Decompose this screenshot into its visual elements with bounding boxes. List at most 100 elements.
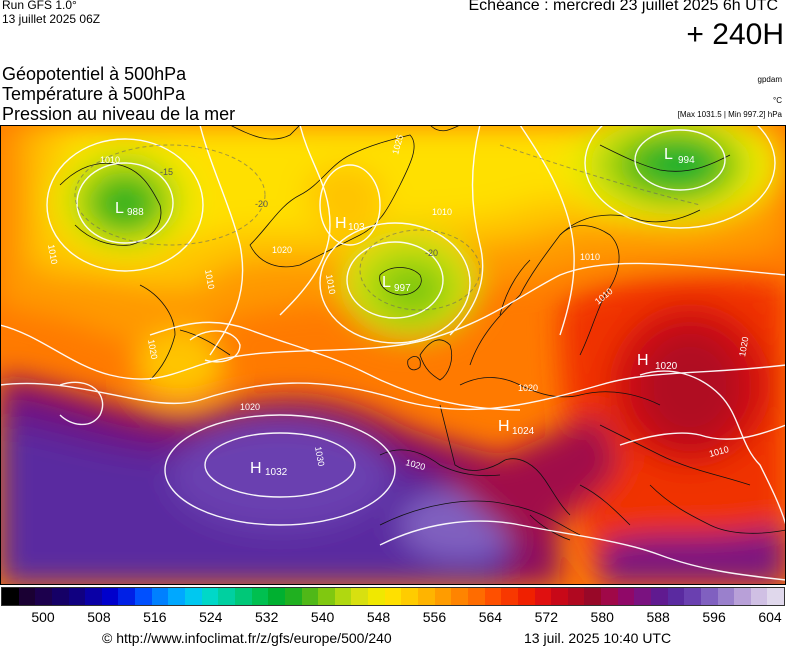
colorbar-tick-label: 556 — [422, 609, 447, 625]
title-pressure: Pression au niveau de la mer — [2, 104, 236, 124]
colorbar-swatch — [534, 588, 552, 605]
run-date: 13 juillet 2025 06Z — [2, 12, 101, 26]
high-center-label: H — [250, 460, 262, 477]
unit-temperature: °C — [773, 96, 782, 105]
isobar-label: 1010 — [46, 244, 59, 265]
copyright-link[interactable]: © http://www.infoclimat.fr/z/gfs/europe/… — [102, 630, 392, 646]
isotherms — [74, 144, 701, 311]
colorbar-tick-label: 516 — [143, 609, 167, 625]
colorbar-swatch — [51, 588, 69, 605]
colorbar-tick-label: 572 — [534, 609, 558, 625]
isobar-label: 1010 — [324, 274, 337, 295]
run-title: Run GFS 1.0° — [2, 0, 77, 12]
title-geopotential: Géopotentiel à 500hPa — [2, 64, 187, 84]
colorbar-swatch — [650, 588, 668, 605]
high-center-value: 1020 — [655, 361, 678, 372]
colorbar-tick-label: 588 — [646, 609, 670, 625]
isobar-label: 1010 — [432, 207, 452, 217]
colorbar-swatch — [118, 588, 136, 605]
colorbar-swatch — [318, 588, 335, 605]
colorbar-swatch — [734, 588, 751, 605]
isotherm-labels: -20 -20 -15 — [160, 167, 438, 258]
generated-time: 13 juil. 2025 10:40 UTC — [524, 630, 672, 646]
colorbar-swatch — [18, 588, 36, 605]
colorbar-tick-label: 596 — [702, 609, 726, 625]
colorbar-swatch — [268, 588, 285, 605]
isotherm-label: -20 — [255, 199, 268, 209]
isobar-label: 1010 — [580, 252, 600, 262]
colorbar-swatch — [401, 588, 419, 605]
colorbar-swatch — [467, 588, 485, 605]
colorbar-tick-label: 508 — [87, 609, 111, 625]
colorbar-swatch — [101, 588, 119, 605]
high-center-label: H — [335, 215, 347, 232]
colorbar-swatch — [617, 588, 635, 605]
isobar-label: 1020 — [518, 383, 538, 393]
colorbar-swatch — [634, 588, 651, 605]
colorbar-swatch — [185, 588, 202, 605]
isotherm-label: -15 — [160, 167, 173, 177]
colorbar-swatch — [384, 588, 402, 605]
colorbar-tick-label: 540 — [310, 609, 335, 625]
colorbar-tick-label: 524 — [199, 609, 223, 625]
isobar-label: 1010 — [100, 155, 120, 165]
high-center-value: 1024 — [512, 426, 535, 437]
colorbar-swatch — [700, 588, 718, 605]
colorbar-swatch — [251, 588, 269, 605]
isobar-label: 1020 — [737, 336, 750, 357]
colorbar-swatch — [717, 588, 735, 605]
colorbar-swatch — [567, 588, 585, 605]
colorbar-tick-label: 500 — [31, 609, 55, 625]
colorbar-tick-label: 580 — [590, 609, 614, 625]
colorbar-swatch — [68, 588, 86, 605]
pressure-range: [Max 1031.5 | Min 997.2] hPa — [677, 110, 782, 119]
low-center-value: 988 — [127, 207, 144, 218]
weather-map: L 988 H 103 L 997 L 994 H 1020 H 1024 H … — [0, 125, 786, 585]
isobar-label: 1030 — [313, 446, 326, 467]
colorbar-swatch — [601, 588, 618, 605]
low-center-label: L — [115, 200, 124, 217]
isobar-label: 1020 — [240, 402, 260, 412]
low-center-value: 994 — [678, 155, 695, 166]
forecast-lead-time: + 240H — [686, 18, 784, 51]
colorbar-tick-label: 548 — [366, 609, 391, 625]
isobar-labels: 1010 1010 1020 1010 1025 1010 1020 1020 … — [46, 134, 750, 473]
coastlines — [59, 125, 786, 541]
unit-geopotential: gpdam — [757, 75, 782, 84]
colorbar-swatch — [517, 588, 535, 605]
colorbar-swatch — [151, 588, 169, 605]
low-center-value: 997 — [394, 283, 411, 294]
colorbar-swatch — [2, 588, 19, 605]
title-temperature: Température à 500hPa — [2, 84, 186, 104]
colorbar-swatch — [584, 588, 602, 605]
colorbar-swatch — [484, 588, 502, 605]
colorbar-swatch — [168, 588, 186, 605]
colorbar-tick-label: 604 — [758, 609, 782, 625]
high-center-value: 1032 — [265, 467, 288, 478]
colorbar-tick-label: 564 — [478, 609, 503, 625]
low-center-label: L — [382, 274, 391, 291]
colorbar-swatch — [351, 588, 369, 605]
colorbar-swatch — [667, 588, 685, 605]
isotherm-label: -20 — [425, 248, 438, 258]
colorbar-swatch — [201, 588, 219, 605]
pressure-centers: L 988 H 103 L 997 L 994 H 1020 H 1024 H … — [115, 146, 695, 478]
colorbar-tick-label: 532 — [255, 609, 279, 625]
colorbar-swatch — [135, 588, 152, 605]
colorbar-swatch — [334, 588, 352, 605]
colorbar-swatch — [368, 588, 385, 605]
colorbar-swatch — [418, 588, 435, 605]
colorbar-swatch — [767, 588, 785, 605]
isobar-label: 1010 — [203, 269, 216, 290]
colorbar-swatch — [551, 588, 568, 605]
isobar-label: 1020 — [272, 245, 292, 255]
colorbar-swatch — [451, 588, 468, 605]
colorbar-swatch — [301, 588, 319, 605]
colorbar-swatch — [750, 588, 768, 605]
isobar-label: 1020 — [146, 339, 159, 360]
high-center-value: 103 — [348, 222, 365, 233]
high-center-label: H — [637, 352, 649, 369]
colorbar-swatch — [218, 588, 235, 605]
isobars — [0, 125, 786, 581]
low-center-label: L — [664, 146, 673, 163]
